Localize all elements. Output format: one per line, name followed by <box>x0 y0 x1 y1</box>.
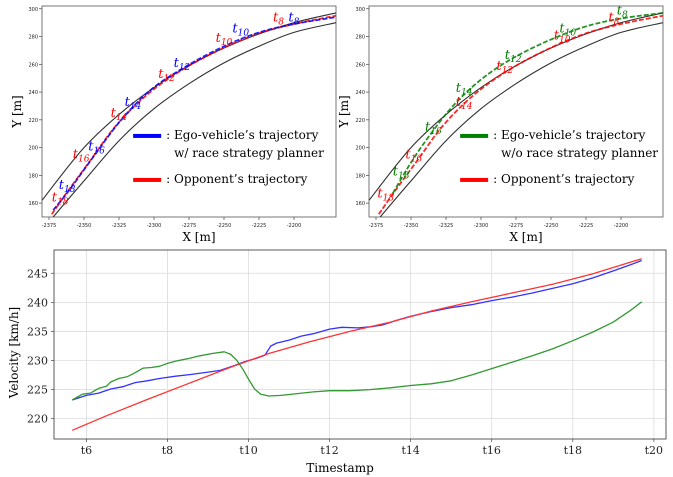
timestep-annotation: t8 <box>608 10 619 27</box>
x-tick-label: t20 <box>645 444 663 457</box>
ego-trajectory-line <box>392 12 663 194</box>
red-velocity-line <box>71 258 642 431</box>
y-tick-label: 160 <box>355 201 365 207</box>
x-tick-label: -2325 <box>112 223 127 229</box>
trajectory-plot-with-planner: -2375 -2350 -2325 -2300 -2275 -2250 -2225 -2200… <box>10 5 337 244</box>
y-tick-label: 230 <box>27 354 48 367</box>
x-tick-label: -2275 <box>182 223 197 229</box>
x-tick-label: t16 <box>483 444 501 457</box>
y-tick-label: 240 <box>28 90 38 96</box>
x-tick-label: t12 <box>320 444 338 457</box>
y-tick-label: 245 <box>27 267 48 280</box>
x-tick-label: t6 <box>81 444 92 457</box>
legend-entry: : Opponent’s trajectory <box>133 172 308 186</box>
x-tick-label: -2300 <box>147 223 162 229</box>
track-outer-boundary <box>369 12 663 201</box>
x-axis-label: X [m] <box>182 230 215 244</box>
y-axis-label: Velocity [km/h] <box>7 307 21 400</box>
y-tick-label: 240 <box>27 296 48 309</box>
x-tick-label: -2300 <box>474 223 489 229</box>
timestep-annotation: t8 <box>288 10 299 27</box>
legend-swatch <box>460 133 489 138</box>
legend-label: : Opponent’s trajectory <box>493 172 634 186</box>
y-tick-label: 260 <box>355 62 365 68</box>
legend-label-continued: w/ race strategy planner <box>174 146 324 160</box>
trajectory-plot-without-planner: -2375 -2350 -2325 -2300 -2275 -2250 -2225 -2200… <box>337 3 664 244</box>
x-tick-label: -2325 <box>439 223 454 229</box>
timestep-annotation: t8 <box>273 10 284 27</box>
y-tick-label: 220 <box>355 118 365 124</box>
x-axis-label: X [m] <box>509 230 542 244</box>
legend-label: : Ego-vehicle’s trajectory <box>493 128 646 142</box>
velocity-plot: t6 t8 t10 t12 t14 t16 t18 t20 220 225 230 235 240 245… <box>7 249 667 475</box>
y-axis-label: Y [m] <box>337 95 351 128</box>
y-tick-label: 225 <box>27 384 48 397</box>
legend-swatch <box>133 133 162 138</box>
y-tick-label: 200 <box>355 146 365 152</box>
plot-frame <box>53 249 667 440</box>
y-tick-label: 240 <box>355 90 365 96</box>
x-tick-label: -2375 <box>369 223 384 229</box>
x-tick-label: t10 <box>239 444 257 457</box>
legend-label: : Opponent’s trajectory <box>166 172 307 186</box>
y-tick-label: 235 <box>27 325 48 338</box>
x-tick-label: t8 <box>162 444 173 457</box>
x-tick-label: -2375 <box>42 223 57 229</box>
x-tick-label: t18 <box>564 444 582 457</box>
x-tick-label: -2350 <box>404 223 419 229</box>
timestep-annotation: t18 <box>59 178 76 195</box>
blue-velocity-line <box>71 259 642 401</box>
legend-entry: : Opponent’s trajectory <box>460 172 635 186</box>
legend-entry: : Ego-vehicle’s trajectory w/o race strat… <box>460 128 658 160</box>
x-tick-label: -2250 <box>217 223 232 229</box>
y-tick-label: 180 <box>355 173 365 179</box>
timestep-annotation: t14 <box>125 95 142 112</box>
timestep-annotation: t10 <box>216 31 233 48</box>
x-tick-label: -2225 <box>252 223 267 229</box>
opponent-trajectory-line <box>378 14 663 215</box>
track-inner-boundary <box>379 22 663 217</box>
y-tick-label: 260 <box>28 62 38 68</box>
y-tick-label: 300 <box>355 7 365 13</box>
x-tick-label: -2200 <box>614 223 629 229</box>
timestep-annotation: t12 <box>174 56 191 73</box>
timestep-annotation: t18 <box>377 187 394 204</box>
timestep-annotation: t12 <box>505 48 522 65</box>
legend-label-continued: w/o race strategy planner <box>501 146 658 160</box>
x-tick-label: t14 <box>401 444 419 457</box>
x-tick-label: -2250 <box>544 223 559 229</box>
y-tick-label: 280 <box>355 35 365 41</box>
legend-label: : Ego-vehicle’s trajectory <box>166 128 319 142</box>
legend-entry: : Ego-vehicle’s trajectory w/ race strate… <box>133 128 324 160</box>
green-velocity-line <box>71 301 643 401</box>
timestep-annotation: t8 <box>617 3 628 20</box>
y-tick-label: 180 <box>28 173 38 179</box>
y-tick-label: 220 <box>27 413 48 426</box>
timestep-annotation: t10 <box>232 21 249 38</box>
y-tick-label: 160 <box>28 201 38 207</box>
y-axis-label: Y [m] <box>10 95 24 128</box>
legend-swatch <box>133 177 162 182</box>
y-tick-label: 220 <box>28 118 38 124</box>
y-tick-label: 300 <box>28 7 38 13</box>
y-tick-label: 280 <box>28 35 38 41</box>
ego-trajectory-line <box>52 16 336 211</box>
track-inner-boundary <box>52 22 336 217</box>
legend-swatch <box>460 177 489 182</box>
x-axis-label: Timestamp <box>306 461 374 475</box>
x-tick-label: -2275 <box>509 223 524 229</box>
x-tick-label: -2350 <box>77 223 92 229</box>
x-tick-label: -2200 <box>287 223 302 229</box>
y-tick-label: 200 <box>28 146 38 152</box>
x-tick-label: -2225 <box>579 223 594 229</box>
